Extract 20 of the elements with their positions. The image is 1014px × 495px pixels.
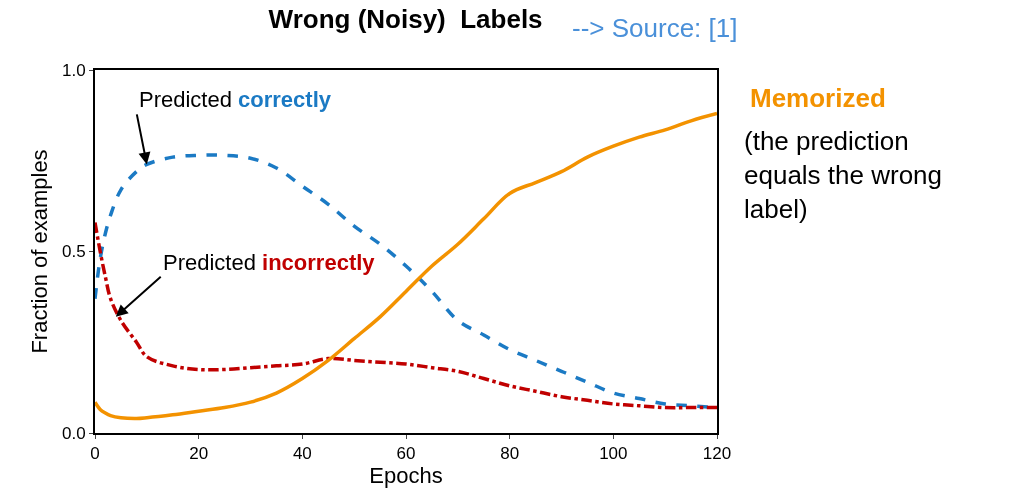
y-tick-label: 0.5 — [61, 242, 86, 262]
x-tick-label: 80 — [500, 444, 520, 464]
annotation: Predicted correctly — [139, 87, 332, 112]
x-tick-label: 120 — [702, 444, 732, 464]
line-series — [95, 220, 717, 410]
text: --> Source: [1] — [572, 13, 738, 43]
y-axis-title: Fraction of examples — [27, 149, 53, 354]
line-series — [95, 111, 717, 421]
text: (the prediction equals the wrong label) — [744, 126, 943, 224]
x-tick-label: 0 — [90, 444, 100, 464]
x-axis-title: Epochs — [369, 463, 443, 489]
text: Memorized — [750, 83, 886, 113]
annotation: Predicted incorrectly — [163, 250, 376, 275]
x-tick-label: 60 — [396, 444, 416, 464]
y-tick-label: 1.0 — [61, 60, 86, 80]
y-tick-label: 0.0 — [61, 423, 86, 443]
chart-title: Wrong (Noisy) Labels — [268, 4, 543, 35]
x-tick-label: 40 — [292, 444, 312, 464]
x-tick-label: 20 — [189, 444, 209, 464]
x-tick-label: 100 — [599, 444, 628, 464]
